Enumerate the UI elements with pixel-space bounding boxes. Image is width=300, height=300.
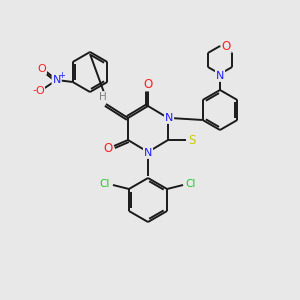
Text: N: N <box>52 75 61 85</box>
Text: O: O <box>37 64 46 74</box>
Text: N: N <box>165 113 173 123</box>
Text: S: S <box>188 134 196 146</box>
Text: O: O <box>103 142 112 154</box>
Text: N: N <box>216 70 224 80</box>
Text: N: N <box>216 71 224 81</box>
Text: Cl: Cl <box>186 179 196 189</box>
Text: O: O <box>221 40 231 52</box>
Text: +: + <box>58 70 65 80</box>
Text: -: - <box>33 85 37 95</box>
Text: Cl: Cl <box>100 179 110 189</box>
Text: N: N <box>144 148 152 158</box>
Text: O: O <box>35 86 44 96</box>
Text: O: O <box>143 77 153 91</box>
Text: H: H <box>99 92 107 102</box>
